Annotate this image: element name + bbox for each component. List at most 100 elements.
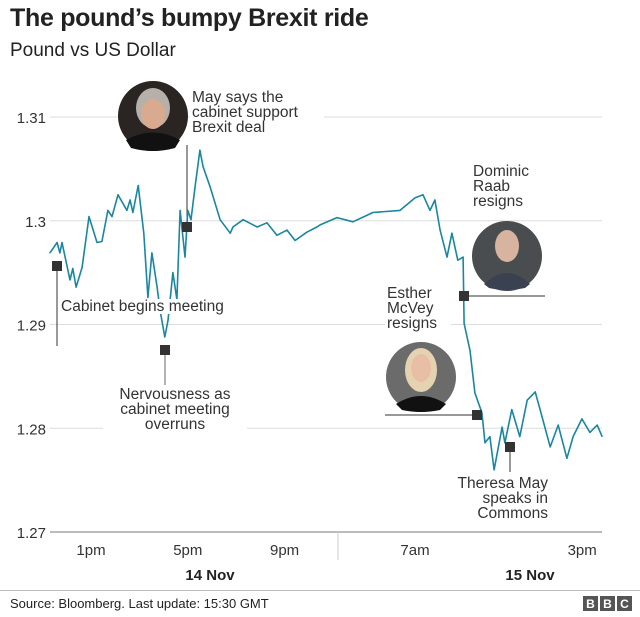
annotation-raab-resigns: Dominic Raab resigns [471,164,545,209]
data-point [526,399,528,401]
data-point [117,194,119,196]
data-point [49,252,51,254]
event-marker-mcvey-resigns [472,410,482,420]
data-point [143,232,145,234]
data-point [137,184,139,187]
data-point [372,211,374,214]
data-point [202,166,204,168]
data-point [429,209,431,211]
series-line-gbp-usd [49,149,603,471]
y-tick-label: 1.27 [17,525,46,542]
footer-divider [0,590,640,591]
data-point [446,256,448,258]
data-point [484,442,486,444]
data-point [414,197,416,199]
data-point [493,469,495,471]
data-point [107,209,109,211]
data-point [101,240,103,243]
chart-subtitle: Pound vs US Dollar [10,40,176,61]
data-point [451,232,453,234]
data-point [534,391,536,393]
data-point [399,209,401,211]
y-tick-label: 1.3 [25,214,46,231]
data-point [232,226,234,228]
data-point [129,199,131,201]
data-point [469,349,471,352]
data-point [190,219,192,221]
annotation-mcvey-resigns: Esther McVey resigns [385,286,451,331]
data-point [132,211,134,214]
data-point [219,219,221,221]
data-point [572,435,574,438]
dominic-raab-photo [472,221,542,291]
data-point [439,229,441,231]
data-point [474,392,476,394]
data-point [172,272,174,274]
data-point [549,446,551,448]
data-point [126,209,128,211]
data-point [179,209,181,211]
data-point [422,194,424,196]
data-point [111,216,113,218]
annotation-nervousness: Nervousness as cabinet meeting overruns [103,387,247,432]
data-point [151,252,153,254]
data-point [601,435,603,438]
data-point [69,279,71,281]
data-point [319,224,321,226]
data-point [316,226,318,228]
event-marker-may-commons [505,442,515,452]
data-point [352,221,354,223]
data-point [557,424,559,426]
data-point [596,424,598,426]
data-point [457,259,459,261]
data-point [294,239,296,242]
data-point [589,431,591,433]
data-point [96,241,98,244]
data-point [266,222,268,224]
data-point [184,256,186,258]
date-label-14-nov: 14 Nov [185,567,235,584]
esther-mcvey-photo [386,342,456,412]
data-point [88,216,90,218]
event-marker-cabinet-begins [52,261,62,271]
data-point [61,241,63,244]
data-point [56,241,58,244]
data-point [519,435,521,438]
data-point [81,266,83,269]
x-tick-label: 5pm [173,542,202,559]
data-point [566,457,568,459]
data-point [167,319,169,321]
data-point [164,336,166,338]
data-point [501,426,503,428]
data-point [581,418,583,420]
data-point [199,149,201,151]
data-point [539,408,541,411]
data-point [187,209,189,211]
chart-title: The pound’s bumpy Brexit ride [10,4,369,32]
event-marker-may-says [182,222,192,232]
y-tick-label: 1.31 [17,110,46,127]
x-tick-label: 3pm [568,542,597,559]
data-point [511,408,513,411]
data-point [306,231,308,233]
event-marker-raab-resigns [459,291,469,301]
data-point [256,226,258,228]
data-point [242,219,244,221]
data-point [462,256,464,258]
x-tick-label: 1pm [76,542,105,559]
y-tick-label: 1.28 [17,421,46,438]
data-point [489,435,491,438]
annotation-may-says: May says the cabinet support Brexit deal [190,90,324,135]
data-point [229,232,231,234]
data-point [286,229,288,231]
x-tick-label: 9pm [270,542,299,559]
source-note: Source: Bloomberg. Last update: 15:30 GM… [10,596,269,611]
event-marker-nervousness [160,345,170,355]
data-point [336,217,338,219]
data-point [276,234,278,236]
annotation-cabinet-begins: Cabinet begins meeting [59,298,226,315]
data-point [194,185,196,188]
